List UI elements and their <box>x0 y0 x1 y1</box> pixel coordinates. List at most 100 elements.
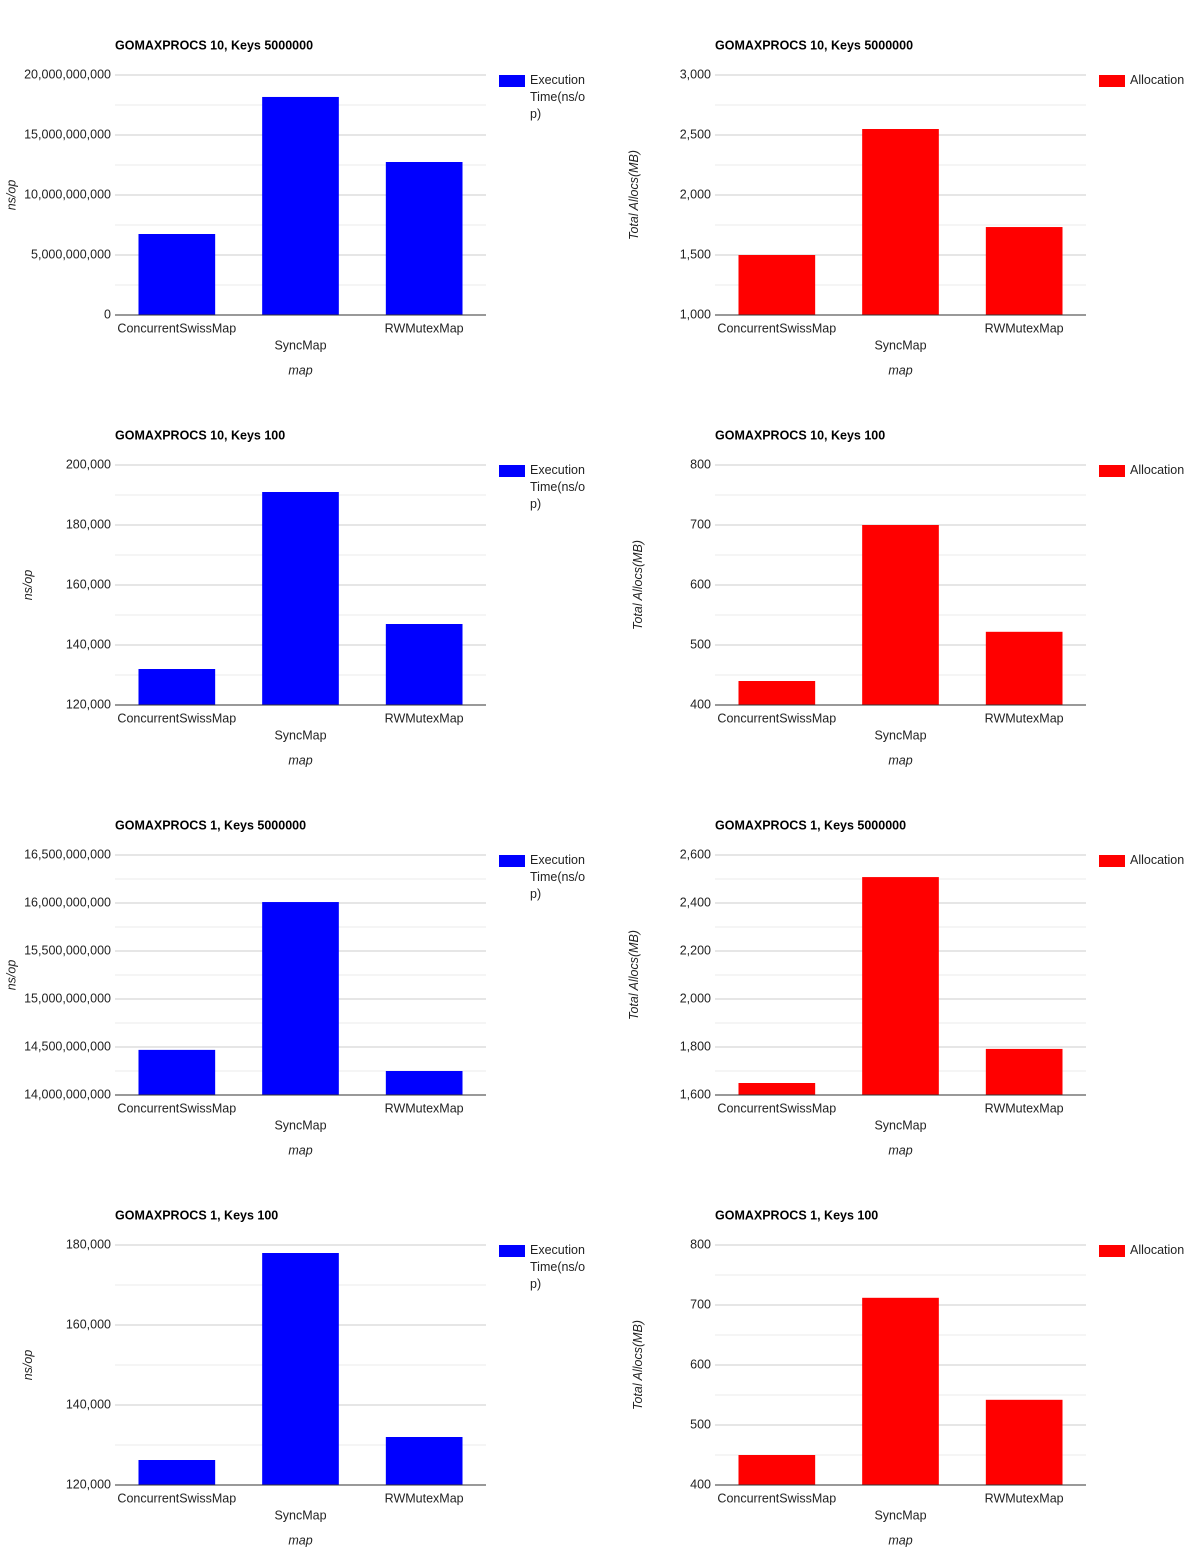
y-tick-label: 800 <box>690 457 711 471</box>
x-tick-label: RWMutexMap <box>385 711 464 725</box>
bar <box>385 1071 463 1095</box>
chart-panel: GOMAXPROCS 10, Keys 100 400 500 600 700 800 Co… <box>631 428 1185 767</box>
bar <box>738 1455 816 1485</box>
y-tick-label: 800 <box>690 1237 711 1251</box>
y-tick-label: 140,000 <box>66 1397 111 1411</box>
bar <box>862 525 939 705</box>
legend-label: Execution Time(ns/op) <box>530 853 586 901</box>
x-axis-title: map <box>288 1143 312 1157</box>
bar <box>985 1399 1063 1485</box>
y-tick-label: 700 <box>690 517 711 531</box>
bar <box>738 1083 816 1095</box>
x-tick-label: ConcurrentSwissMap <box>117 711 236 725</box>
x-axis-title: map <box>288 1533 312 1547</box>
bar <box>862 129 939 315</box>
chart-panel: GOMAXPROCS 1, Keys 100 400 500 600 700 800 Con… <box>631 1208 1185 1547</box>
bar <box>138 1049 216 1095</box>
y-tick-label: 1,800 <box>680 1039 711 1053</box>
x-tick-label: SyncMap <box>874 728 926 742</box>
bar <box>385 1437 463 1485</box>
y-axis-title: ns/op <box>5 960 19 991</box>
legend-swatch <box>1099 465 1125 477</box>
y-tick-label: 120,000 <box>66 1477 111 1491</box>
x-tick-label: ConcurrentSwissMap <box>117 1101 236 1115</box>
legend-entry: Allocation <box>1130 1243 1185 1257</box>
chart-panel: GOMAXPROCS 1, Keys 5000000 14,000,000,000… <box>5 818 586 1157</box>
y-axis-title: Total Allocs(MB) <box>631 1320 645 1410</box>
bar <box>262 492 339 705</box>
x-axis-title: map <box>288 363 312 377</box>
legend-swatch <box>1099 1245 1125 1257</box>
chart-panel: GOMAXPROCS 1, Keys 5000000 1,600 1,800 2,00… <box>627 818 1184 1157</box>
chart-title: GOMAXPROCS 1, Keys 100 <box>715 1208 878 1222</box>
y-tick-label: 2,000 <box>680 187 711 201</box>
bar <box>738 681 816 705</box>
y-tick-label: 2,400 <box>680 895 711 909</box>
x-axis-title: map <box>888 753 912 767</box>
y-tick-label: 180,000 <box>66 1237 111 1251</box>
y-tick-label: 400 <box>690 1477 711 1491</box>
y-tick-label: 2,500 <box>680 127 711 141</box>
y-tick-label: 1,000 <box>680 307 711 321</box>
bar <box>862 877 939 1095</box>
bar <box>985 1048 1063 1095</box>
legend-swatch <box>499 855 525 867</box>
x-tick-label: ConcurrentSwissMap <box>717 1101 836 1115</box>
y-axis-title: ns/op <box>21 1350 35 1381</box>
y-tick-label: 16,000,000,000 <box>24 895 111 909</box>
legend-entry: Allocation <box>1130 463 1185 477</box>
y-tick-label: 5,000,000,000 <box>31 247 111 261</box>
x-tick-label: RWMutexMap <box>385 1491 464 1505</box>
x-tick-label: ConcurrentSwissMap <box>117 1491 236 1505</box>
x-tick-label: ConcurrentSwissMap <box>117 321 236 335</box>
legend-entry: Execution Time(ns/op) <box>530 1243 586 1291</box>
x-axis-title: map <box>888 1533 912 1547</box>
legend-label: Allocation <box>1130 1243 1185 1257</box>
x-tick-label: SyncMap <box>274 338 326 352</box>
y-tick-label: 160,000 <box>66 1317 111 1331</box>
legend-swatch <box>499 465 525 477</box>
x-tick-label: SyncMap <box>874 338 926 352</box>
y-axis-title: Total Allocs(MB) <box>627 150 641 240</box>
legend-label: Allocation <box>1130 463 1185 477</box>
x-axis-title: map <box>288 753 312 767</box>
chart-title: GOMAXPROCS 10, Keys 5000000 <box>715 38 913 52</box>
y-tick-label: 600 <box>690 577 711 591</box>
legend-label: Execution Time(ns/op) <box>530 1243 586 1291</box>
x-tick-label: ConcurrentSwissMap <box>717 321 836 335</box>
x-tick-label: RWMutexMap <box>985 1101 1064 1115</box>
bar <box>385 162 463 315</box>
x-tick-label: RWMutexMap <box>985 321 1064 335</box>
y-tick-label: 16,500,000,000 <box>24 847 111 861</box>
y-tick-label: 500 <box>690 1417 711 1431</box>
y-tick-label: 180,000 <box>66 517 111 531</box>
y-tick-label: 2,000 <box>680 991 711 1005</box>
x-axis-title: map <box>888 1143 912 1157</box>
chart-title: GOMAXPROCS 1, Keys 100 <box>115 1208 278 1222</box>
legend-entry: Execution Time(ns/op) <box>530 853 586 901</box>
x-tick-label: ConcurrentSwissMap <box>717 711 836 725</box>
legend-swatch <box>1099 855 1125 867</box>
bar <box>262 96 339 316</box>
y-tick-label: 160,000 <box>66 577 111 591</box>
x-tick-label: SyncMap <box>874 1508 926 1522</box>
legend-label: Allocation <box>1130 73 1185 87</box>
bar <box>985 227 1063 315</box>
y-tick-label: 1,500 <box>680 247 711 261</box>
chart-panel: GOMAXPROCS 10, Keys 100 120,000 140,000 160… <box>21 428 586 767</box>
y-tick-label: 200,000 <box>66 457 111 471</box>
y-tick-label: 500 <box>690 637 711 651</box>
legend-swatch <box>499 1245 525 1257</box>
bar <box>138 669 216 705</box>
y-tick-label: 0 <box>104 307 111 321</box>
y-tick-label: 10,000,000,000 <box>24 187 111 201</box>
legend-entry: Execution Time(ns/op) <box>530 463 586 511</box>
x-tick-label: SyncMap <box>874 1118 926 1132</box>
y-tick-label: 14,000,000,000 <box>24 1087 111 1101</box>
legend-entry: Execution Time(ns/op) <box>530 73 585 121</box>
y-axis-title: Total Allocs(MB) <box>631 540 645 630</box>
y-tick-label: 140,000 <box>66 637 111 651</box>
x-axis-title: map <box>888 363 912 377</box>
legend-label: Execution Time(ns/op) <box>530 463 586 511</box>
